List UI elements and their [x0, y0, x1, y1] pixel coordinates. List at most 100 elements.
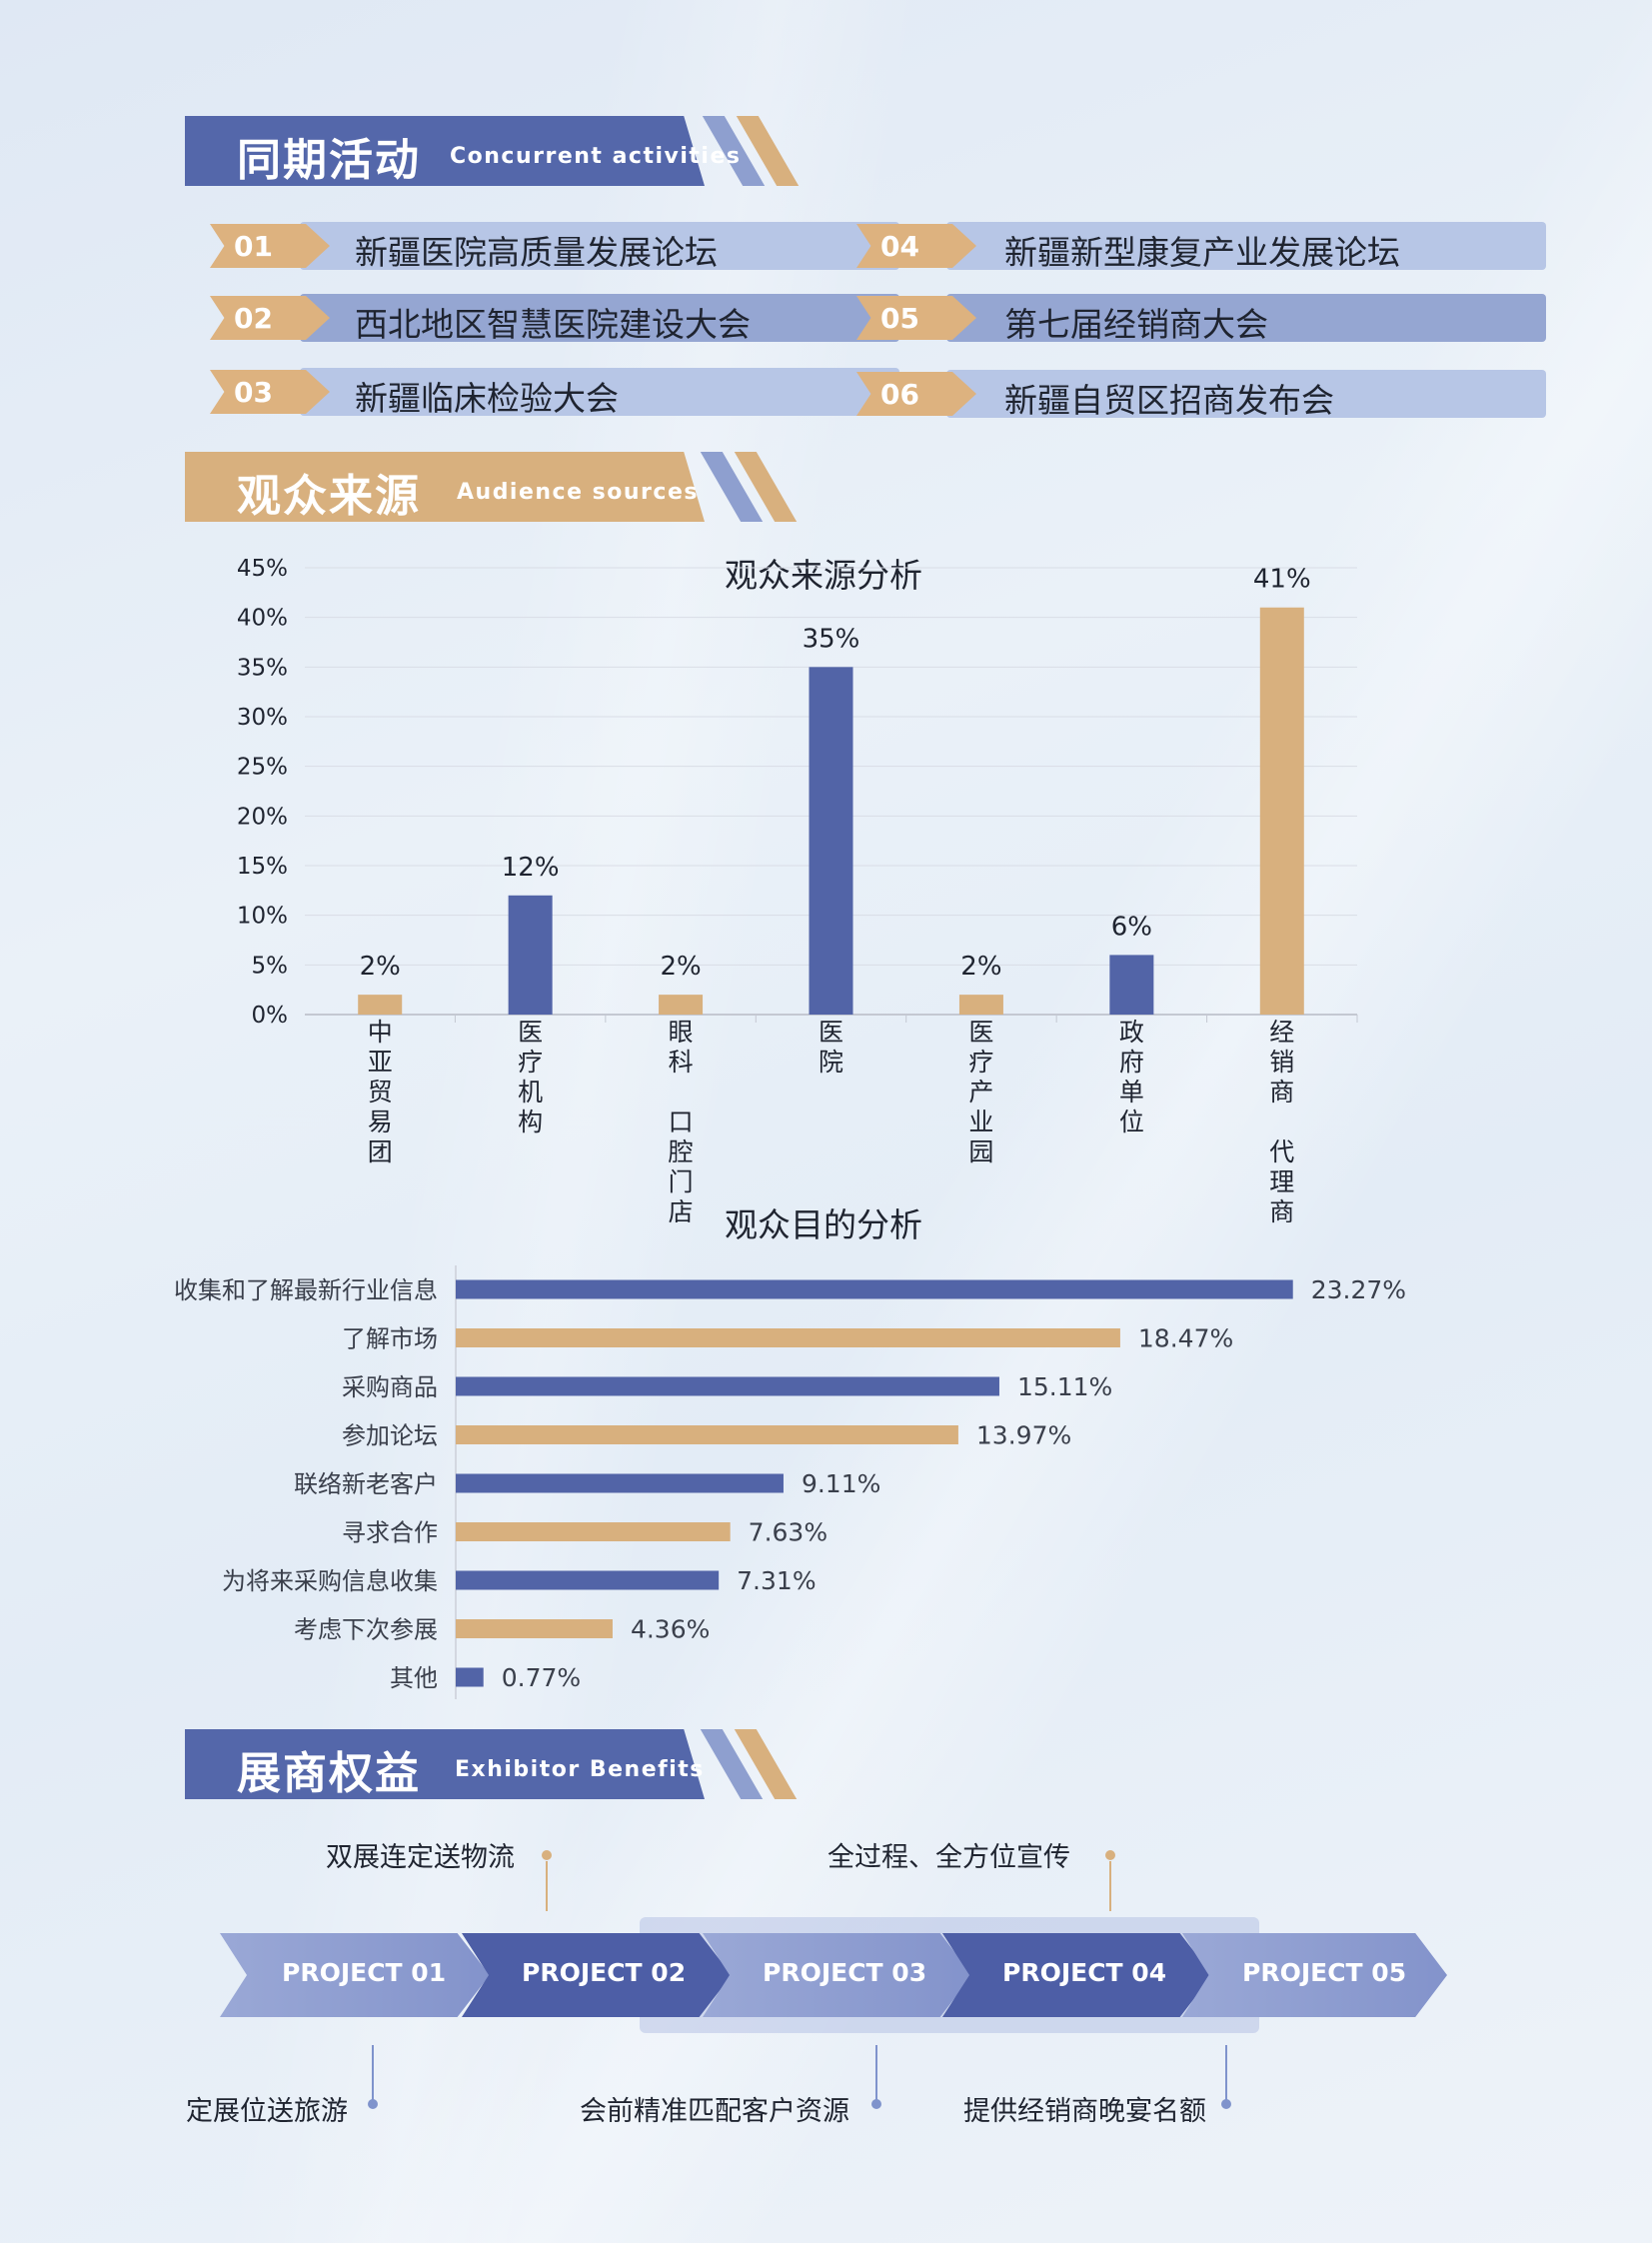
data-label: 7.31%: [737, 1566, 816, 1595]
callout-dot: [871, 2099, 881, 2109]
callout-line: [1225, 2045, 1227, 2101]
y-tick-label: 寻求合作: [342, 1519, 438, 1547]
activity-text: 第七届经销商大会: [1004, 305, 1268, 344]
x-tick-label: 中亚贸易团: [368, 1018, 393, 1166]
y-tick-label: 15%: [237, 854, 288, 880]
y-tick-label: 0%: [252, 1003, 289, 1029]
bar: [508, 895, 553, 1015]
activity-text: 新疆医院高质量发展论坛: [355, 233, 718, 272]
data-label: 4.36%: [631, 1615, 710, 1644]
callout-dot: [1221, 2099, 1231, 2109]
bar: [456, 1473, 784, 1493]
project-03: PROJECT 03: [703, 1933, 972, 2017]
section-subtitle: Audience sources: [457, 480, 699, 505]
activity-text: 西北地区智慧医院建设大会: [355, 305, 751, 344]
callout-dot: [1105, 1850, 1115, 1860]
project-label: PROJECT 04: [1002, 1958, 1167, 1987]
activity-number: 03: [234, 376, 273, 409]
benefit-callout: 双展连定送物流: [326, 1842, 515, 1873]
data-label: 9.11%: [802, 1469, 880, 1498]
callout-line: [1109, 1861, 1111, 1911]
y-tick-label: 考虑下次参展: [294, 1616, 438, 1644]
bar: [1259, 607, 1304, 1015]
x-tick-label: 经销商 代理商: [1269, 1018, 1294, 1226]
bar: [456, 1522, 731, 1541]
chart-title: 观众来源分析: [725, 556, 922, 595]
y-tick-label: 采购商品: [342, 1373, 438, 1401]
y-tick-label: 为将来采购信息收集: [222, 1567, 438, 1595]
activity-number: 02: [234, 302, 273, 335]
callout-dot: [542, 1850, 552, 1860]
section-title: 同期活动: [237, 135, 421, 186]
project-05: PROJECT 05: [1182, 1933, 1447, 2017]
y-tick-label: 25%: [237, 755, 288, 781]
callout-line: [372, 2045, 374, 2101]
callout-dot: [368, 2099, 378, 2109]
bar: [456, 1425, 958, 1444]
activity-number: 05: [880, 302, 919, 335]
x-tick-label: 医疗产业园: [968, 1018, 993, 1166]
y-tick-label: 了解市场: [342, 1325, 438, 1353]
bar: [456, 1619, 613, 1638]
section-title: 展商权益: [237, 1748, 421, 1799]
y-tick-label: 收集和了解最新行业信息: [174, 1276, 438, 1304]
x-tick-label: 政府单位: [1119, 1018, 1144, 1136]
bar: [659, 995, 704, 1015]
data-label: 7.63%: [749, 1518, 827, 1547]
bar: [456, 1376, 999, 1396]
bar: [456, 1667, 484, 1687]
data-label: 2%: [360, 952, 401, 982]
bar: [456, 1328, 1120, 1347]
data-label: 2%: [660, 952, 701, 982]
project-label: PROJECT 01: [282, 1958, 447, 1987]
data-label: 18.47%: [1138, 1324, 1233, 1353]
x-tick-label: 眼科 口腔门店: [669, 1018, 694, 1226]
x-tick-label: 医院: [819, 1018, 843, 1077]
bar: [456, 1570, 720, 1590]
benefit-callout: 会前精准匹配客户资源: [580, 2096, 849, 2127]
y-tick-label: 其他: [390, 1664, 438, 1692]
callout-line: [875, 2045, 877, 2101]
y-tick-label: 20%: [237, 804, 288, 830]
bar: [809, 667, 853, 1015]
project-02: PROJECT 02: [462, 1933, 732, 2017]
project-04: PROJECT 04: [942, 1933, 1212, 2017]
y-tick-label: 45%: [237, 556, 288, 582]
activity-text: 新疆自贸区招商发布会: [1004, 381, 1334, 420]
benefit-callout: 提供经销商晚宴名额: [963, 2096, 1206, 2127]
activity-text: 新疆新型康复产业发展论坛: [1004, 233, 1400, 272]
data-label: 15.11%: [1017, 1372, 1112, 1401]
project-label: PROJECT 03: [763, 1958, 927, 1987]
y-tick-label: 联络新老客户: [294, 1470, 438, 1498]
project-label: PROJECT 02: [522, 1958, 687, 1987]
activity-number: 01: [234, 230, 273, 263]
activity-number: 06: [880, 378, 919, 411]
data-label: 12%: [502, 853, 560, 883]
y-tick-label: 5%: [252, 953, 289, 979]
activity-number: 04: [880, 230, 919, 263]
data-label: 2%: [960, 952, 1001, 982]
bar: [358, 995, 403, 1015]
audience-source-chart: 观众来源分析 0% 5% 10% 15% 20% 25% 30% 35% 40% 45% 2% 中亚贸易…: [237, 556, 1358, 1226]
data-label: 0.77%: [502, 1663, 581, 1692]
y-tick-label: 35%: [237, 655, 288, 681]
y-tick-label: 10%: [237, 904, 288, 930]
benefit-callout: 全过程、全方位宣传: [827, 1842, 1070, 1873]
benefit-callout: 定展位送旅游: [186, 2096, 348, 2127]
project-01: PROJECT 01: [220, 1933, 490, 2017]
section-title: 观众来源: [237, 471, 421, 522]
y-tick-label: 参加论坛: [342, 1422, 438, 1450]
section-subtitle: Concurrent activities: [450, 144, 742, 169]
project-label: PROJECT 05: [1242, 1958, 1407, 1987]
bar: [958, 995, 1003, 1015]
data-label: 6%: [1111, 912, 1152, 942]
activity-text: 新疆临床检验大会: [355, 379, 619, 418]
x-tick-label: 医疗机构: [518, 1018, 543, 1136]
data-label: 23.27%: [1311, 1275, 1406, 1304]
callout-line: [546, 1861, 548, 1911]
y-tick-label: 30%: [237, 705, 288, 731]
bar: [456, 1279, 1293, 1299]
data-label: 41%: [1253, 565, 1311, 595]
y-tick-label: 40%: [237, 606, 288, 632]
